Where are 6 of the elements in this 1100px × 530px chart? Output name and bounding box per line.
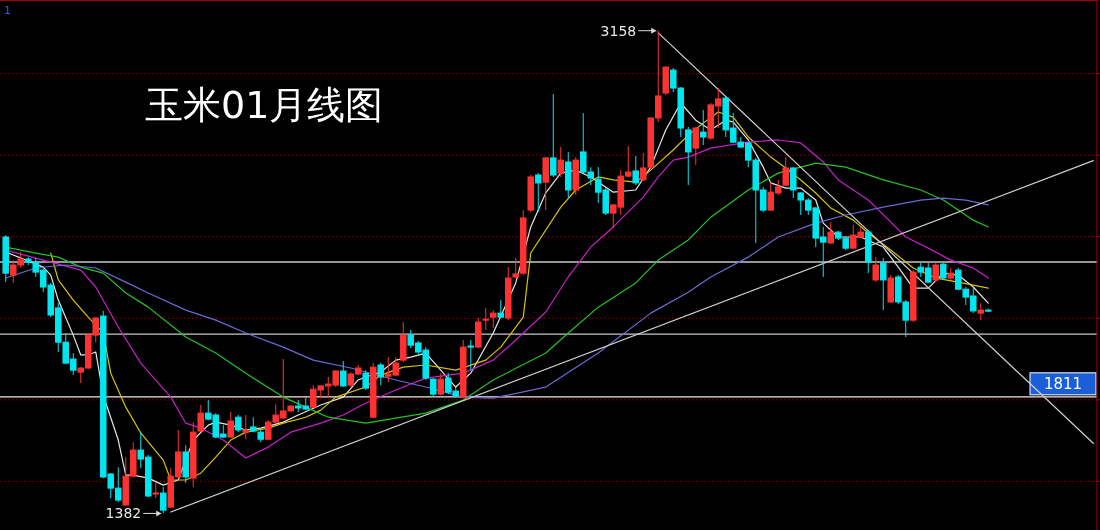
annotation: 1	[4, 4, 11, 17]
annotation: 3158	[600, 22, 637, 39]
annotation: 1382	[105, 505, 142, 522]
ref-label: 1811	[1029, 372, 1097, 396]
text: 玉米01月线图	[145, 83, 384, 127]
ref-line-label: 1811	[1043, 374, 1083, 393]
